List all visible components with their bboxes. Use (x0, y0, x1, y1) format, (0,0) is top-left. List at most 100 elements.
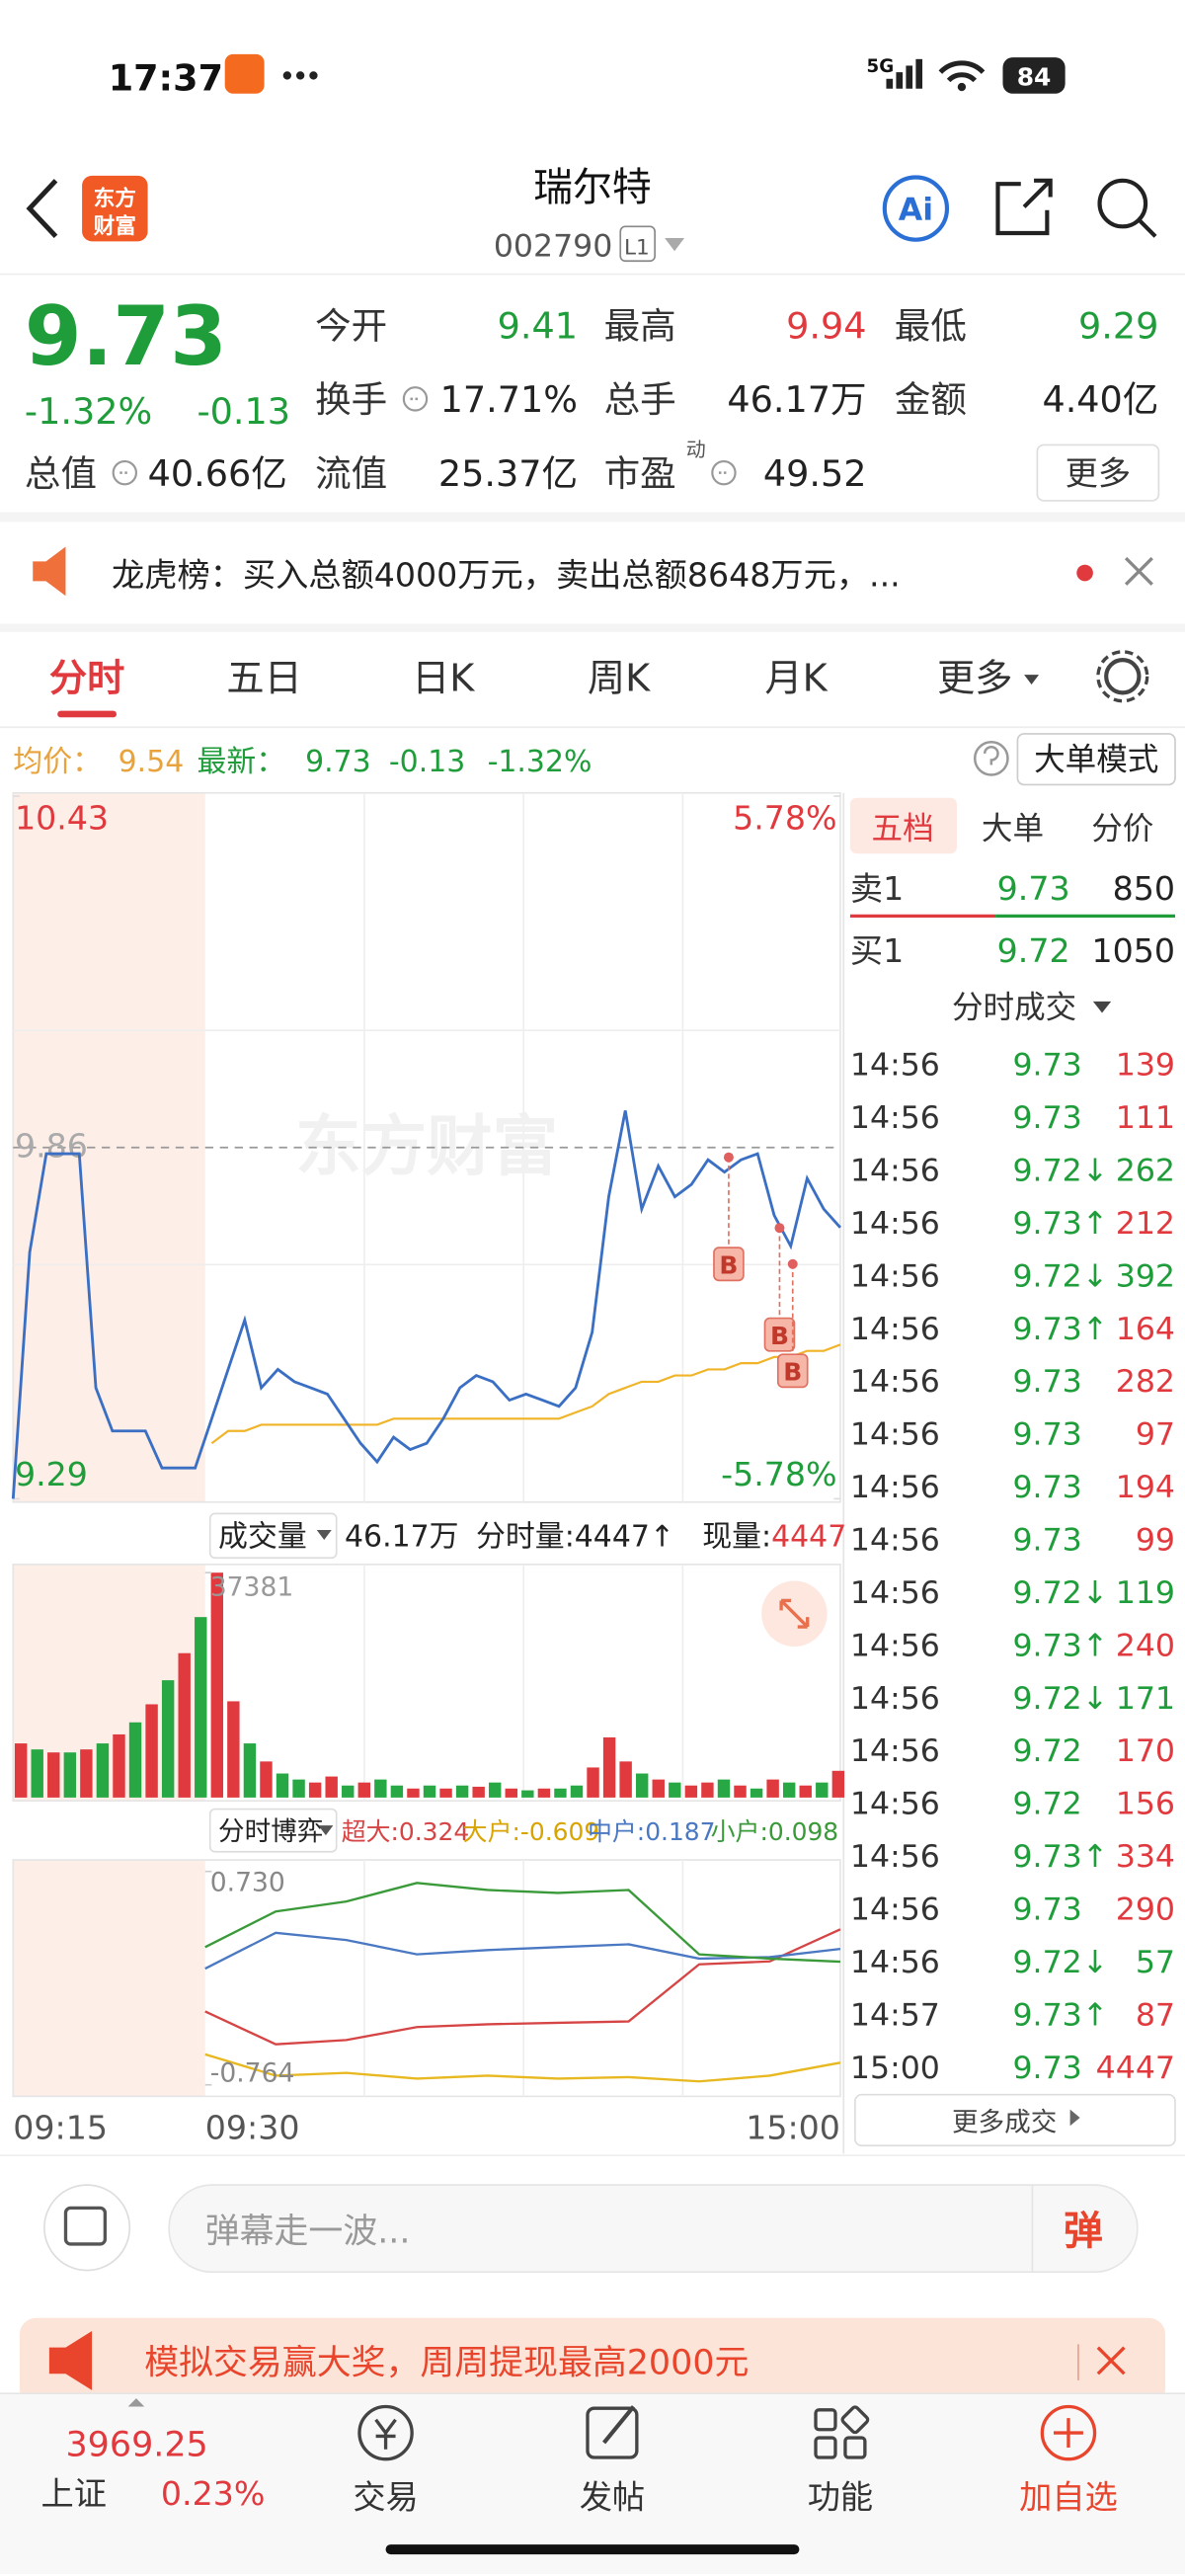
comment-button[interactable]: 弹 (1064, 2209, 1103, 2254)
search-icon[interactable] (1097, 178, 1148, 229)
more-trades-button[interactable] (854, 2093, 1176, 2147)
trade-price: 9.73↑ (1012, 1997, 1108, 2033)
mode-label[interactable]: 大单模式 (1034, 742, 1158, 777)
trade-time: 14:56 (850, 1945, 940, 1980)
function-icon (814, 2405, 870, 2459)
book-tab[interactable]: 大单 (982, 811, 1044, 846)
field-value: 46.17万 (727, 378, 866, 421)
battery-level: 84 (1017, 62, 1052, 91)
comment-input[interactable] (168, 2184, 1139, 2274)
field-value: 17.71% (440, 378, 578, 421)
volume-bar (684, 1785, 698, 1798)
volume-bar (570, 1785, 584, 1798)
dropdown-icon[interactable] (665, 237, 685, 252)
more-label[interactable]: 更多 (1066, 453, 1131, 492)
price-line (11, 1110, 841, 1499)
trade-volume: 97 (1136, 1417, 1175, 1453)
field-label: 金额 (895, 378, 967, 421)
trade-time: 14:56 (850, 1733, 940, 1769)
level-label: 卖1 (850, 869, 904, 908)
trade-price: 9.73 (1012, 1364, 1081, 1400)
tab[interactable]: 更多 (937, 658, 1012, 701)
more-button[interactable] (1036, 443, 1160, 502)
trade-volume: 290 (1116, 1892, 1175, 1928)
notice[interactable]: 龙虎榜：买入总额4000万元，卖出总额8648万元，... (112, 555, 901, 594)
trade-price: 9.72 (1012, 1787, 1081, 1822)
signal-label: B (770, 1322, 789, 1350)
mode-button[interactable] (1016, 733, 1176, 786)
more-trades-label[interactable]: 更多成交 (952, 2107, 1057, 2137)
volume-label[interactable]: 成交量 (218, 1520, 307, 1555)
volume-bar (489, 1782, 502, 1798)
nav-item[interactable]: 交易 (353, 2478, 418, 2517)
volume-bar (195, 1617, 207, 1798)
danmaku-toggle[interactable] (43, 2184, 131, 2272)
nav-item[interactable]: 发帖 (580, 2478, 645, 2517)
nav-item[interactable]: 功能 (808, 2478, 873, 2517)
field-label: 总值 (25, 452, 97, 495)
tab[interactable]: 周K (588, 658, 651, 701)
avg: 9.54 (118, 745, 185, 779)
volume-bar (701, 1782, 714, 1798)
comment-placeholder[interactable]: 弹幕走一波... (205, 2212, 411, 2251)
level-volume: 850 (1113, 869, 1175, 908)
home-indicator (385, 2544, 800, 2555)
tab[interactable]: 分时 (49, 658, 124, 701)
trade-time: 14:56 (850, 1575, 940, 1611)
level: L1 (624, 236, 650, 261)
trade-price: 9.72↓ (1012, 1575, 1108, 1611)
volume-bar (602, 1736, 616, 1798)
trade-price: 9.72↓ (1012, 1258, 1108, 1294)
volume-bar (308, 1782, 322, 1798)
help-icon[interactable] (973, 740, 1009, 776)
banner[interactable] (19, 2317, 1166, 2405)
more-dots (282, 71, 318, 80)
volume-selector[interactable] (208, 1512, 338, 1560)
y2-tick-label: 5.78% (733, 798, 837, 837)
close-icon[interactable] (1124, 556, 1153, 586)
y-tick-label: 9.29 (15, 1455, 88, 1493)
signal-icon (886, 58, 923, 89)
ai-label[interactable]: Ai (899, 193, 933, 228)
volume-bar (31, 1749, 43, 1798)
danmaku-icon (63, 2206, 108, 2246)
book-tab[interactable]: 分价 (1091, 811, 1153, 846)
x-tick-label: 09:15 (13, 2109, 108, 2147)
trade-price: 9.73 (1012, 1892, 1081, 1928)
book-tab[interactable]: 五档 (872, 811, 934, 846)
settings-icon[interactable] (1104, 658, 1142, 695)
flow-label[interactable]: 分时博弈 (218, 1816, 323, 1847)
trade-time: 14:56 (850, 1681, 940, 1717)
nav-item[interactable]: 加自选 (1019, 2478, 1118, 2517)
dropdown-icon (1024, 675, 1040, 685)
volume-bar (243, 1743, 257, 1798)
signal-box (763, 1317, 796, 1352)
trade-time: 14:56 (850, 1100, 940, 1136)
banner-text[interactable]: 模拟交易赢大奖，周周提现最高2000元 (144, 2343, 749, 2382)
field-label: 换手 (315, 378, 387, 421)
trade-volume: 282 (1116, 1364, 1175, 1400)
tab[interactable]: 月K (764, 658, 828, 701)
back-icon[interactable] (26, 179, 58, 239)
nav-bar (0, 2393, 1185, 2575)
x-tick-label: 09:30 (205, 2109, 300, 2147)
close-icon[interactable] (1096, 2346, 1126, 2375)
signal-label: B (783, 1358, 802, 1387)
app-badge (224, 53, 265, 94)
share-icon[interactable] (995, 178, 1053, 236)
info-icon (112, 459, 138, 486)
tab[interactable]: 日K (412, 658, 475, 701)
field-sup: 动 (686, 438, 706, 461)
volume-bar (799, 1785, 812, 1798)
tab[interactable]: 五日 (226, 658, 301, 701)
trade-time: 14:56 (850, 1312, 940, 1347)
flow-selector[interactable] (208, 1808, 338, 1853)
signal-box (776, 1353, 809, 1389)
field-value: 9.94 (786, 304, 866, 347)
field-label: 总手 (604, 378, 676, 421)
volume-bar (439, 1788, 452, 1798)
ai-icon[interactable] (882, 175, 950, 242)
volume-bar (374, 1779, 387, 1798)
status-time: 17:37 (109, 56, 223, 99)
tab-underline (57, 710, 118, 718)
